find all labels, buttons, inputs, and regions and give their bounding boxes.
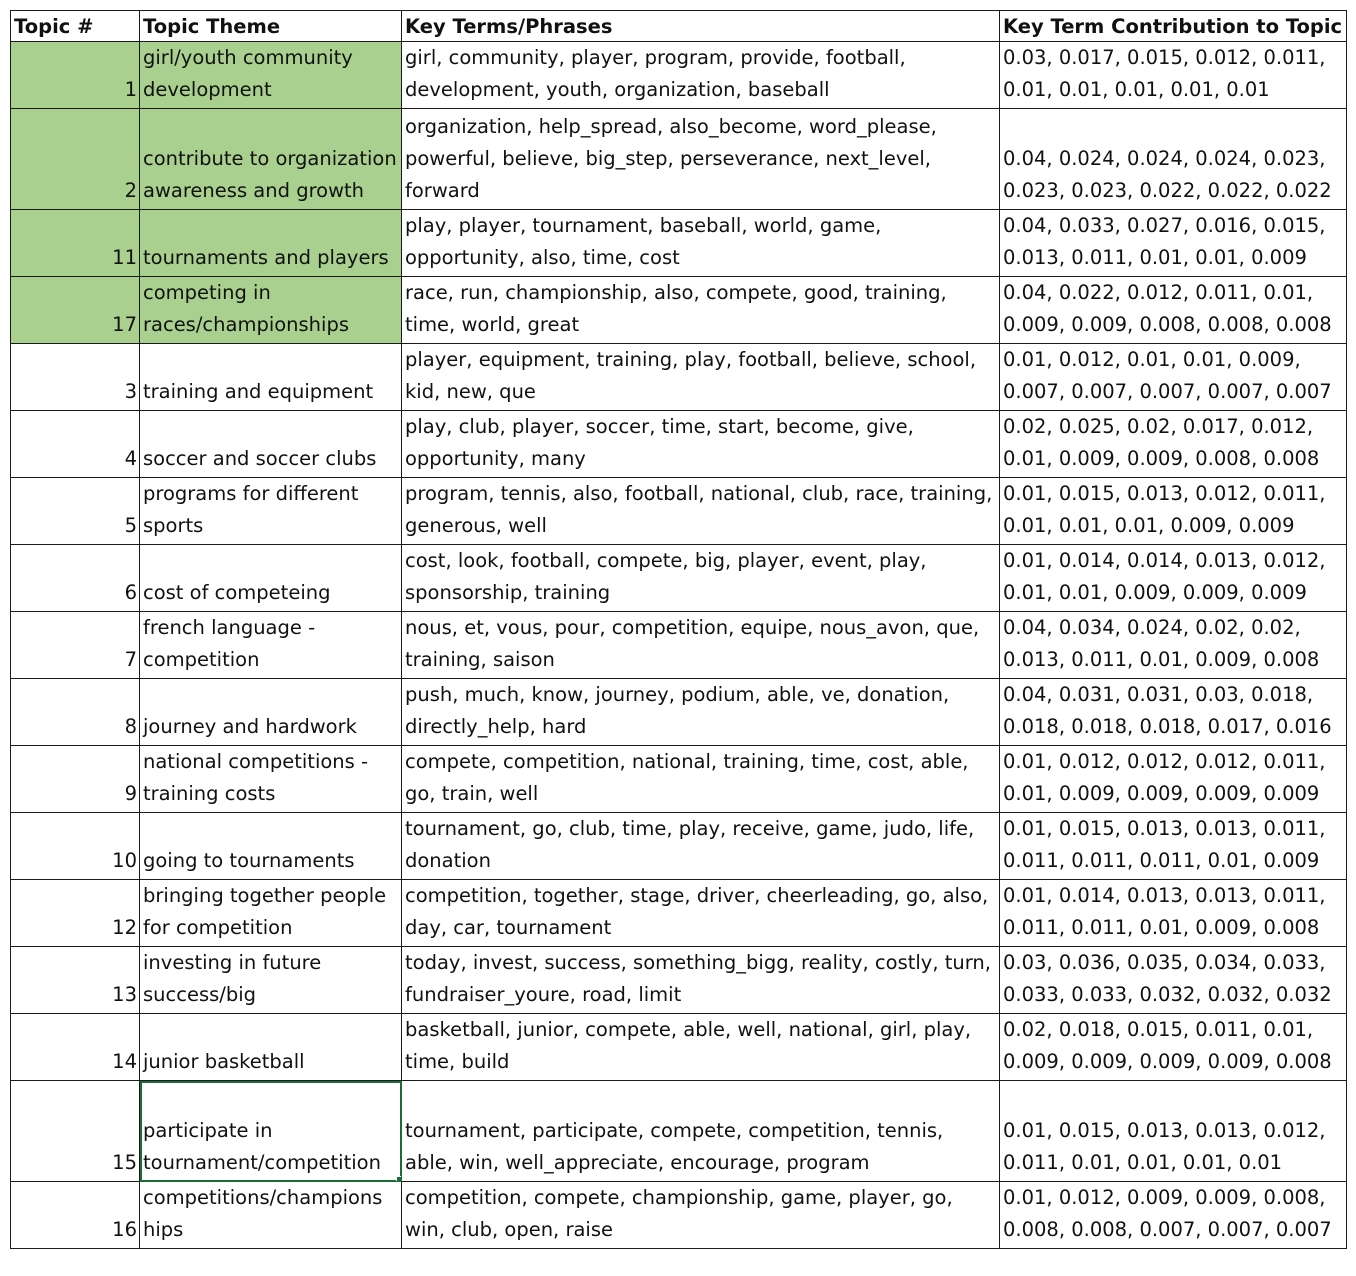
cell-topic-number[interactable]: 6 xyxy=(10,544,140,612)
cell-topic-theme[interactable]: national competitions - training costs xyxy=(139,745,402,813)
cell-contribution[interactable]: 0.01, 0.014, 0.013, 0.013, 0.011, 0.011,… xyxy=(999,879,1347,947)
table-row: 17 competing in races/championships race… xyxy=(10,276,1347,344)
cell-topic-theme[interactable]: tournaments and players xyxy=(139,209,402,277)
table-row: 11 tournaments and players play, player,… xyxy=(10,209,1347,277)
header-key-terms[interactable]: Key Terms/Phrases xyxy=(401,10,1000,42)
table-row: 9 national competitions - training costs… xyxy=(10,745,1347,813)
cell-contribution[interactable]: 0.01, 0.014, 0.014, 0.013, 0.012, 0.01, … xyxy=(999,544,1347,612)
table-row: 10 going to tournaments tournament, go, … xyxy=(10,812,1347,880)
cell-topic-theme[interactable]: programs for different sports xyxy=(139,477,402,545)
cell-key-terms[interactable]: nous, et, vous, pour, competition, equip… xyxy=(401,611,1000,679)
cell-topic-number[interactable]: 2 xyxy=(10,108,140,210)
cell-key-terms[interactable]: push, much, know, journey, podium, able,… xyxy=(401,678,1000,746)
table-row: 5 programs for different sports program,… xyxy=(10,477,1347,545)
cell-contribution[interactable]: 0.04, 0.033, 0.027, 0.016, 0.015, 0.013,… xyxy=(999,209,1347,277)
cell-key-terms[interactable]: compete, competition, national, training… xyxy=(401,745,1000,813)
cell-topic-theme[interactable]: bringing together people for competition xyxy=(139,879,402,947)
cell-key-terms[interactable]: tournament, participate, compete, compet… xyxy=(401,1080,1000,1182)
cell-topic-number[interactable]: 10 xyxy=(10,812,140,880)
cell-topic-theme[interactable]: soccer and soccer clubs xyxy=(139,410,402,478)
cell-topic-number[interactable]: 12 xyxy=(10,879,140,947)
header-row: Topic # Topic Theme Key Terms/Phrases Ke… xyxy=(10,10,1347,42)
topic-table-sheet: Topic # Topic Theme Key Terms/Phrases Ke… xyxy=(10,10,1347,1249)
cell-contribution[interactable]: 0.02, 0.025, 0.02, 0.017, 0.012, 0.01, 0… xyxy=(999,410,1347,478)
cell-topic-number[interactable]: 14 xyxy=(10,1013,140,1081)
cell-topic-theme[interactable]: investing in future success/big xyxy=(139,946,402,1014)
cell-key-terms[interactable]: tournament, go, club, time, play, receiv… xyxy=(401,812,1000,880)
cell-topic-theme[interactable]: junior basketball xyxy=(139,1013,402,1081)
cell-contribution[interactable]: 0.04, 0.024, 0.024, 0.024, 0.023, 0.023,… xyxy=(999,108,1347,210)
table-row: 12 bringing together people for competit… xyxy=(10,879,1347,947)
cell-topic-number[interactable]: 5 xyxy=(10,477,140,545)
cell-topic-number[interactable]: 9 xyxy=(10,745,140,813)
cell-key-terms[interactable]: program, tennis, also, football, nationa… xyxy=(401,477,1000,545)
cell-contribution[interactable]: 0.01, 0.015, 0.013, 0.013, 0.011, 0.011,… xyxy=(999,812,1347,880)
cell-contribution[interactable]: 0.03, 0.017, 0.015, 0.012, 0.011, 0.01, … xyxy=(999,41,1347,109)
cell-key-terms[interactable]: player, equipment, training, play, footb… xyxy=(401,343,1000,411)
cell-contribution[interactable]: 0.04, 0.022, 0.012, 0.011, 0.01, 0.009, … xyxy=(999,276,1347,344)
cell-topic-theme[interactable]: contribute to organization awareness and… xyxy=(139,108,402,210)
cell-key-terms[interactable]: cost, look, football, compete, big, play… xyxy=(401,544,1000,612)
cell-topic-number[interactable]: 13 xyxy=(10,946,140,1014)
cell-topic-number[interactable]: 4 xyxy=(10,410,140,478)
cell-key-terms[interactable]: today, invest, success, something_bigg, … xyxy=(401,946,1000,1014)
cell-key-terms[interactable]: competition, together, stage, driver, ch… xyxy=(401,879,1000,947)
topic-table: Topic # Topic Theme Key Terms/Phrases Ke… xyxy=(10,10,1347,1249)
table-row: 13 investing in future success/big today… xyxy=(10,946,1347,1014)
header-key-term-contribution[interactable]: Key Term Contribution to Topic xyxy=(999,10,1347,42)
cell-contribution[interactable]: 0.01, 0.012, 0.009, 0.009, 0.008, 0.008,… xyxy=(999,1181,1347,1249)
cell-contribution[interactable]: 0.04, 0.034, 0.024, 0.02, 0.02, 0.013, 0… xyxy=(999,611,1347,679)
cell-topic-theme[interactable]: training and equipment xyxy=(139,343,402,411)
cell-key-terms[interactable]: play, player, tournament, baseball, worl… xyxy=(401,209,1000,277)
header-topic-number[interactable]: Topic # xyxy=(10,10,140,42)
table-row: 16 competitions/champions hips competiti… xyxy=(10,1181,1347,1249)
table-row: 15 participate in tournament/competition… xyxy=(10,1080,1347,1182)
cell-contribution[interactable]: 0.01, 0.015, 0.013, 0.012, 0.011, 0.01, … xyxy=(999,477,1347,545)
table-row: 1 girl/youth community development girl,… xyxy=(10,41,1347,109)
cell-topic-number[interactable]: 1 xyxy=(10,41,140,109)
cell-topic-number[interactable]: 7 xyxy=(10,611,140,679)
cell-topic-number[interactable]: 11 xyxy=(10,209,140,277)
cell-topic-theme[interactable]: journey and hardwork xyxy=(139,678,402,746)
cell-contribution[interactable]: 0.02, 0.018, 0.015, 0.011, 0.01, 0.009, … xyxy=(999,1013,1347,1081)
cell-contribution[interactable]: 0.01, 0.012, 0.012, 0.012, 0.011, 0.01, … xyxy=(999,745,1347,813)
header-topic-theme[interactable]: Topic Theme xyxy=(139,10,402,42)
cell-key-terms[interactable]: competition, compete, championship, game… xyxy=(401,1181,1000,1249)
cell-topic-theme[interactable]: cost of competeing xyxy=(139,544,402,612)
cell-topic-theme[interactable]: girl/youth community development xyxy=(139,41,402,109)
cell-topic-number[interactable]: 15 xyxy=(10,1080,140,1182)
cell-topic-number[interactable]: 17 xyxy=(10,276,140,344)
cell-key-terms[interactable]: girl, community, player, program, provid… xyxy=(401,41,1000,109)
table-row: 6 cost of competeing cost, look, footbal… xyxy=(10,544,1347,612)
table-row: 2 contribute to organization awareness a… xyxy=(10,108,1347,210)
selected-cell-topic-theme[interactable]: participate in tournament/competition xyxy=(139,1080,402,1182)
cell-topic-theme[interactable]: going to tournaments xyxy=(139,812,402,880)
cell-contribution[interactable]: 0.03, 0.036, 0.035, 0.034, 0.033, 0.033,… xyxy=(999,946,1347,1014)
cell-topic-number[interactable]: 3 xyxy=(10,343,140,411)
table-row: 4 soccer and soccer clubs play, club, pl… xyxy=(10,410,1347,478)
cell-topic-number[interactable]: 8 xyxy=(10,678,140,746)
cell-contribution[interactable]: 0.04, 0.031, 0.031, 0.03, 0.018, 0.018, … xyxy=(999,678,1347,746)
cell-contribution[interactable]: 0.01, 0.015, 0.013, 0.013, 0.012, 0.011,… xyxy=(999,1080,1347,1182)
cell-key-terms[interactable]: basketball, junior, compete, able, well,… xyxy=(401,1013,1000,1081)
table-row: 14 junior basketball basketball, junior,… xyxy=(10,1013,1347,1081)
table-row: 8 journey and hardwork push, much, know,… xyxy=(10,678,1347,746)
table-row: 7 french language - competition nous, et… xyxy=(10,611,1347,679)
cell-key-terms[interactable]: organization, help_spread, also_become, … xyxy=(401,108,1000,210)
cell-key-terms[interactable]: race, run, championship, also, compete, … xyxy=(401,276,1000,344)
cell-topic-theme[interactable]: competing in races/championships xyxy=(139,276,402,344)
table-row: 3 training and equipment player, equipme… xyxy=(10,343,1347,411)
cell-key-terms[interactable]: play, club, player, soccer, time, start,… xyxy=(401,410,1000,478)
cell-contribution[interactable]: 0.01, 0.012, 0.01, 0.01, 0.009, 0.007, 0… xyxy=(999,343,1347,411)
cell-topic-number[interactable]: 16 xyxy=(10,1181,140,1249)
cell-topic-theme[interactable]: competitions/champions hips xyxy=(139,1181,402,1249)
cell-topic-theme[interactable]: french language - competition xyxy=(139,611,402,679)
